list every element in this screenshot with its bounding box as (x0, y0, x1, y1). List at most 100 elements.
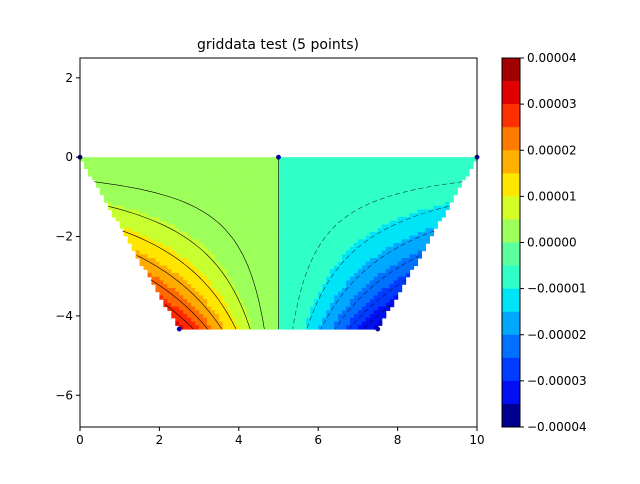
contour-cell (405, 198, 411, 203)
contour-cell (306, 160, 311, 166)
contour-cell (175, 198, 180, 203)
contour-cell (195, 310, 200, 315)
contour-cell (179, 224, 184, 229)
contour-cell (211, 325, 216, 330)
contour-cell (147, 243, 153, 248)
contour-cell (353, 168, 359, 173)
contour-cell (282, 317, 288, 323)
contour-cell (326, 157, 331, 162)
contour-cell (405, 258, 411, 263)
contour-cell (171, 183, 176, 188)
contour-cell (274, 220, 280, 226)
contour-cell (207, 261, 212, 267)
contour-cell (298, 164, 303, 169)
contour-cell (393, 269, 399, 274)
contour-cell (322, 243, 327, 248)
contour-cell (286, 254, 292, 259)
contour-cell (322, 183, 327, 188)
contour-cell (409, 202, 415, 207)
contour-cell (99, 179, 105, 184)
contour-cell (389, 160, 395, 166)
contour-cell (421, 239, 426, 244)
contour-cell (155, 287, 160, 293)
contour-cell (147, 209, 153, 214)
contour-cell (262, 224, 268, 229)
contour-cell (326, 299, 331, 304)
contour-cell (211, 269, 216, 274)
contour-cell (365, 179, 371, 184)
contour-cell (349, 243, 355, 248)
contour-cell (159, 202, 164, 207)
contour-cell (322, 187, 327, 192)
contour-cell (135, 175, 141, 181)
contour-cell (262, 168, 268, 173)
contour-cell (191, 272, 196, 278)
contour-cell (393, 198, 399, 203)
contour-cell (421, 187, 426, 192)
contour-cell (338, 231, 343, 237)
contour-cell (377, 190, 383, 196)
contour-cell (306, 205, 311, 211)
contour-cell (310, 228, 315, 233)
contour-cell (207, 314, 212, 319)
contour-cell (246, 321, 252, 326)
contour-cell (381, 231, 387, 237)
contour-cell (349, 306, 355, 311)
contour-cell (127, 220, 133, 226)
contour-cell (306, 284, 311, 289)
contour-cell (282, 202, 288, 207)
contour-cell (373, 287, 379, 293)
contour-cell (191, 276, 196, 282)
contour-cell (421, 228, 426, 233)
contour-cell (397, 205, 403, 211)
contour-cell (326, 194, 331, 199)
contour-cell (334, 198, 339, 203)
contour-cell (258, 280, 264, 285)
contour-cell (226, 276, 232, 282)
contour-cell (294, 224, 299, 229)
contour-cell (171, 265, 176, 270)
contour-cell (187, 299, 192, 304)
contour-cell (318, 228, 323, 233)
contour-cell (222, 299, 228, 304)
contour-cell (342, 187, 347, 192)
contour-cell (349, 295, 355, 300)
contour-cell (286, 306, 292, 311)
contour-cell (139, 183, 145, 188)
contour-cell (262, 213, 268, 218)
contour-cell (397, 187, 403, 192)
contour-cell (179, 321, 184, 326)
contour-cell (373, 190, 379, 196)
contour-cell (131, 205, 137, 211)
contour-cell (191, 205, 196, 211)
contour-cell (381, 213, 387, 218)
contour-cell (314, 213, 319, 218)
contour-cell (298, 250, 303, 255)
contour-cell (413, 190, 419, 196)
contour-cell (373, 272, 379, 278)
contour-cell (397, 261, 403, 267)
contour-cell (159, 190, 164, 196)
contour-cell (171, 175, 176, 181)
contour-cell (365, 317, 371, 323)
contour-cell (302, 250, 307, 255)
contour-cell (365, 261, 371, 267)
contour-cell (290, 209, 295, 214)
contour-cell (413, 160, 419, 166)
contour-cell (377, 205, 383, 211)
contour-cell (115, 190, 121, 196)
contour-cell (234, 164, 240, 169)
contour-cell (310, 164, 315, 169)
contour-cell (409, 190, 415, 196)
contour-cell (226, 325, 232, 330)
contour-cell (115, 157, 121, 162)
contour-cell (365, 198, 371, 203)
contour-cell (306, 179, 311, 184)
contour-cell (91, 160, 97, 166)
contour-cell (143, 228, 149, 233)
contour-cell (199, 265, 204, 270)
contour-cell (103, 172, 109, 177)
contour-cell (115, 198, 121, 203)
contour-cell (226, 291, 232, 296)
contour-cell (187, 190, 192, 196)
